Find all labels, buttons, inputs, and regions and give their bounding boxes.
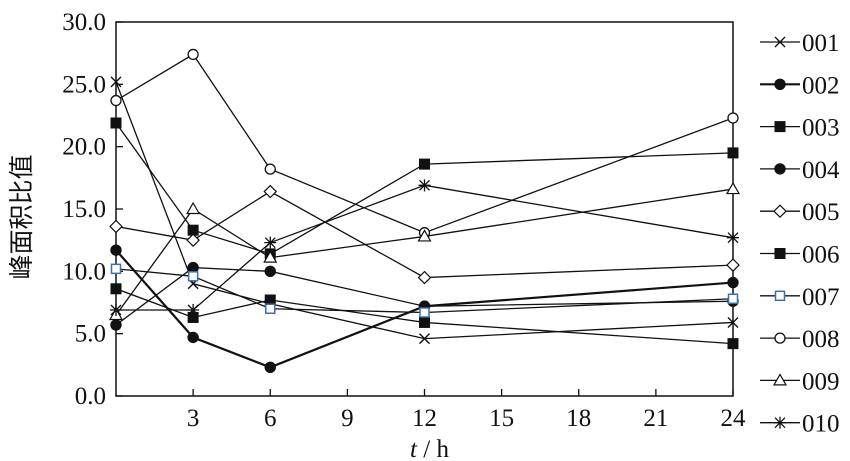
y-tick-label: 30.0 <box>62 9 106 36</box>
y-tick-label: 5.0 <box>75 321 106 348</box>
legend-marker <box>774 121 786 133</box>
x-axis-title: t / h <box>410 436 449 461</box>
legend-marker <box>773 204 787 219</box>
x-tick-label: 21 <box>643 405 668 432</box>
data-point-010 <box>727 231 739 244</box>
data-point-002 <box>727 276 739 289</box>
series-007 <box>110 263 739 318</box>
data-point-010 <box>264 236 277 249</box>
data-point-009 <box>186 201 201 215</box>
series-008 <box>110 48 739 239</box>
series-009 <box>108 181 741 321</box>
legend-label: 005 <box>802 199 840 226</box>
data-point-007 <box>419 307 430 318</box>
legend-entry-007: 007 <box>760 284 840 311</box>
data-point-008 <box>727 112 739 124</box>
data-point-009 <box>725 181 741 195</box>
legend-entry-001: 001 <box>760 30 840 57</box>
legend-label: 010 <box>802 411 840 438</box>
legend-marker <box>772 373 788 386</box>
data-point-005 <box>109 219 123 234</box>
data-point-004 <box>264 265 276 278</box>
data-point-006 <box>110 283 122 295</box>
x-tick-label: 24 <box>721 405 747 432</box>
legend-label: 002 <box>802 72 840 99</box>
legend-entry-010: 010 <box>760 411 840 438</box>
x-tick-label: 9 <box>341 405 354 432</box>
legend-label: 007 <box>802 284 840 311</box>
legend-label: 008 <box>802 326 840 353</box>
data-point-009 <box>263 250 278 263</box>
legend-marker <box>774 78 786 91</box>
legend-marker <box>774 248 786 259</box>
data-point-008 <box>264 163 276 175</box>
x-axis-unit: / h <box>417 436 449 461</box>
legend-entry-009: 009 <box>760 368 840 395</box>
data-point-005 <box>726 258 740 272</box>
legend-entry-008: 008 <box>760 326 840 353</box>
series-line-001 <box>115 81 734 340</box>
legend-marker <box>774 332 786 344</box>
legend-label: 006 <box>802 242 840 269</box>
legend-label: 001 <box>802 30 840 57</box>
legend-marker <box>774 36 786 48</box>
data-point-003 <box>110 117 122 129</box>
legend-entry-006: 006 <box>760 242 840 269</box>
legend-label: 009 <box>802 368 840 395</box>
legend-label: 003 <box>802 115 840 142</box>
data-point-007 <box>187 271 199 282</box>
data-point-010 <box>187 303 200 316</box>
data-point-002 <box>264 361 276 374</box>
data-point-006 <box>727 338 739 350</box>
x-tick-label: 3 <box>187 405 200 432</box>
legend-marker <box>774 290 786 302</box>
data-point-010 <box>110 303 122 316</box>
data-point-005 <box>417 270 432 285</box>
series-layer <box>108 48 741 374</box>
legend: 001 002 003 004 005 006 007 008 009 010 <box>760 30 840 438</box>
data-point-005 <box>186 233 200 248</box>
legend-marker <box>774 416 786 429</box>
data-point-008 <box>187 48 199 61</box>
y-tick-label: 15.0 <box>62 196 106 223</box>
legend-entry-003: 003 <box>760 115 840 142</box>
x-tick-label: 18 <box>566 405 591 432</box>
series-line-008 <box>115 53 734 234</box>
data-point-008 <box>110 94 122 107</box>
data-point-001 <box>110 76 122 88</box>
x-tick-label: 15 <box>489 405 514 432</box>
data-point-004 <box>110 319 122 331</box>
legend-label: 004 <box>802 157 840 184</box>
y-tick-label: 10.0 <box>62 258 106 285</box>
data-point-001 <box>419 333 430 345</box>
y-tick-label: 20.0 <box>62 134 106 161</box>
data-point-001 <box>727 316 739 328</box>
data-point-007 <box>727 293 739 305</box>
axes: 0.0 5.0 10.0 15.0 20.0 25.0 30.0 3 6 9 12 15 18 21 24 <box>62 9 746 432</box>
data-point-005 <box>263 184 278 199</box>
y-axis-title: 峰面积比值 <box>8 154 36 279</box>
y-tick-label: 0.0 <box>75 383 106 410</box>
legend-entry-002: 002 <box>760 72 840 99</box>
x-tick-label: 6 <box>264 405 277 432</box>
x-axis-var: t <box>410 436 418 461</box>
legend-marker <box>774 163 786 175</box>
y-tick-label: 25.0 <box>62 71 106 98</box>
data-point-002 <box>110 244 122 256</box>
data-point-002 <box>187 331 199 344</box>
data-point-009 <box>417 229 432 242</box>
data-point-003 <box>727 147 739 159</box>
series-005 <box>109 184 740 285</box>
legend-entry-004: 004 <box>760 157 840 184</box>
data-point-003 <box>419 158 430 170</box>
data-point-006 <box>419 316 430 328</box>
x-tick-label: 12 <box>412 405 437 432</box>
legend-entry-005: 005 <box>760 199 840 226</box>
series-line-010 <box>116 184 734 311</box>
series-010 <box>110 179 739 316</box>
data-point-010 <box>418 179 431 192</box>
data-point-007 <box>110 263 122 275</box>
data-point-007 <box>265 303 276 314</box>
